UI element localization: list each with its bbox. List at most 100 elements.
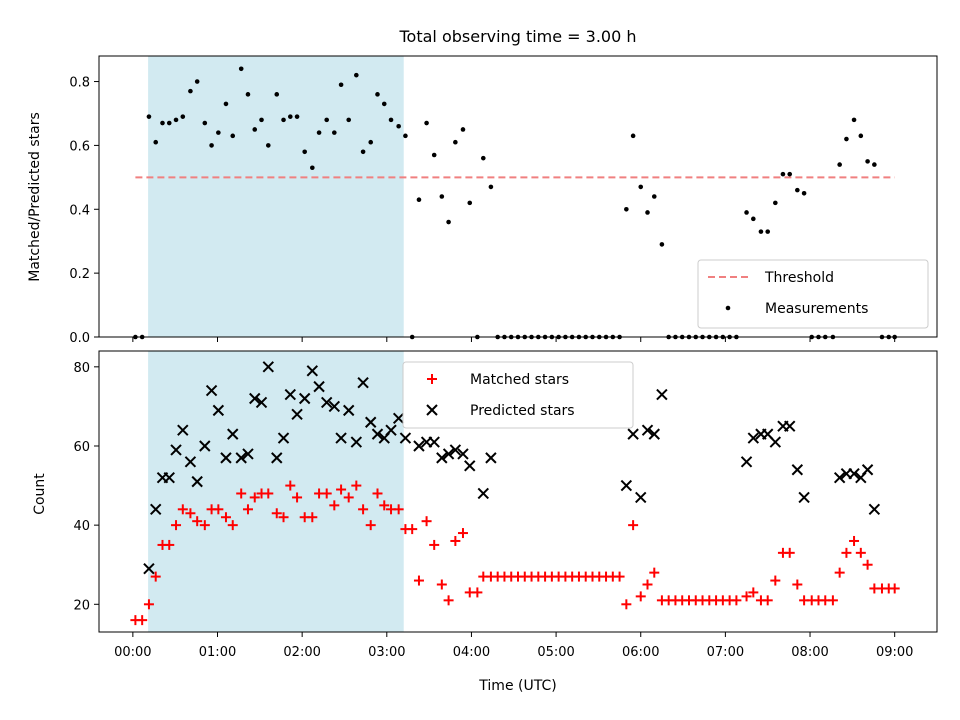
predicted-star-point [313,380,325,393]
measurement-point [166,120,172,126]
predicted-star-point [791,464,804,476]
matched-star-point [457,528,468,539]
measurement-point [865,159,870,164]
predicted-star-point [291,408,303,421]
matched-star-point [227,520,238,531]
measurement-point [230,133,236,139]
legend-predicted-label: Predicted stars [470,403,575,419]
predicted-star-point [740,456,753,468]
legend-measurements-swatch [725,305,731,311]
measurement-point [396,123,401,129]
measurement-point [324,117,329,123]
matched-star-point [164,539,175,550]
matched-star-point [321,488,332,499]
measurement-point [354,72,359,78]
measurement-point [630,133,636,139]
predicted-star-point [298,392,311,405]
matched-star-point [784,547,795,558]
matched-star-point [292,492,303,503]
measurement-point [744,210,749,215]
measurement-point [851,117,857,123]
measurement-point [223,101,229,107]
y-tick-label: 0.0 [69,331,90,346]
predicted-star-point [306,365,319,377]
predicted-star-point [320,396,333,409]
x-tick-label: 00:00 [114,645,151,660]
matched-star-point [472,587,483,598]
measurement-point [281,117,286,123]
matched-star-point [731,595,742,606]
measurement-point [488,184,494,190]
predicted-star-point [485,452,497,464]
matched-star-point [177,504,188,515]
predicted-star-point [635,491,647,504]
matched-star-point [741,591,752,602]
matched-star-point [351,480,362,491]
predicted-star-point [335,432,347,444]
legend-matched-swatch [427,374,437,384]
predicted-star-point [436,452,448,464]
measurement-point [480,155,486,161]
predicted-star-point [848,467,860,480]
matched-star-point [137,615,148,626]
x-tick-label: 02:00 [283,645,320,660]
matched-star-point [429,539,440,550]
measurement-point [368,139,374,145]
predicted-star-point [798,491,810,504]
measurement-point [202,120,208,126]
measurement-point [858,133,864,139]
top-panel: 0.0 0.2 0.4 0.6 0.8 Total observing time = 3… [27,27,938,346]
predicted-star-point [342,404,355,417]
predicted-star-point [620,479,633,492]
predicted-star-point [784,420,796,432]
observing-window-shade [148,56,404,337]
measurement-point [188,88,193,94]
matched-star-point [621,599,632,610]
legend-measurements-label: Measurements [765,301,868,317]
predicted-star-point [227,428,239,440]
measurement-point [346,117,352,123]
measurement-point [787,171,793,177]
measurement-point [431,152,437,158]
predicted-star-point [656,388,668,401]
y-tick-label: 0.4 [69,203,90,218]
matched-star-point [379,500,390,511]
measurement-point [872,162,877,167]
measurement-point [360,149,366,155]
bottom-legend: Matched stars Predicted stars [402,361,634,429]
measurement-point [460,127,466,132]
predicted-star-point [262,361,275,373]
matched-star-point [855,547,866,558]
predicted-star-point [205,384,218,397]
matched-star-point [393,504,404,515]
y-tick-label: 20 [73,598,90,613]
x-tick-label: 07:00 [707,645,744,660]
measurement-point [316,130,322,135]
predicted-star-point [191,475,203,488]
measurement-point [780,171,786,177]
measurement-point [453,139,458,145]
measurement-point [252,127,258,132]
matched-star-point [450,535,461,546]
matched-star-point [278,512,289,523]
measurement-point [844,136,849,142]
predicted-star-point [861,464,874,476]
measurement-point [638,184,644,190]
predicted-star-point [163,471,175,484]
measurement-point [302,149,307,155]
bottom-legend-box [402,361,634,429]
matched-star-point [649,567,660,578]
measurement-point [146,114,152,119]
matched-star-point [143,599,154,610]
x-tick-label: 03:00 [368,645,405,660]
matched-star-point [307,512,318,523]
matched-star-point [443,595,454,606]
matched-star-point [192,516,203,527]
measurement-point [160,120,165,126]
matched-star-point [285,480,296,491]
measurement-point [375,92,380,97]
matched-star-point [358,504,369,515]
matched-star-point [220,512,231,523]
x-tick-label: 06:00 [622,645,659,660]
